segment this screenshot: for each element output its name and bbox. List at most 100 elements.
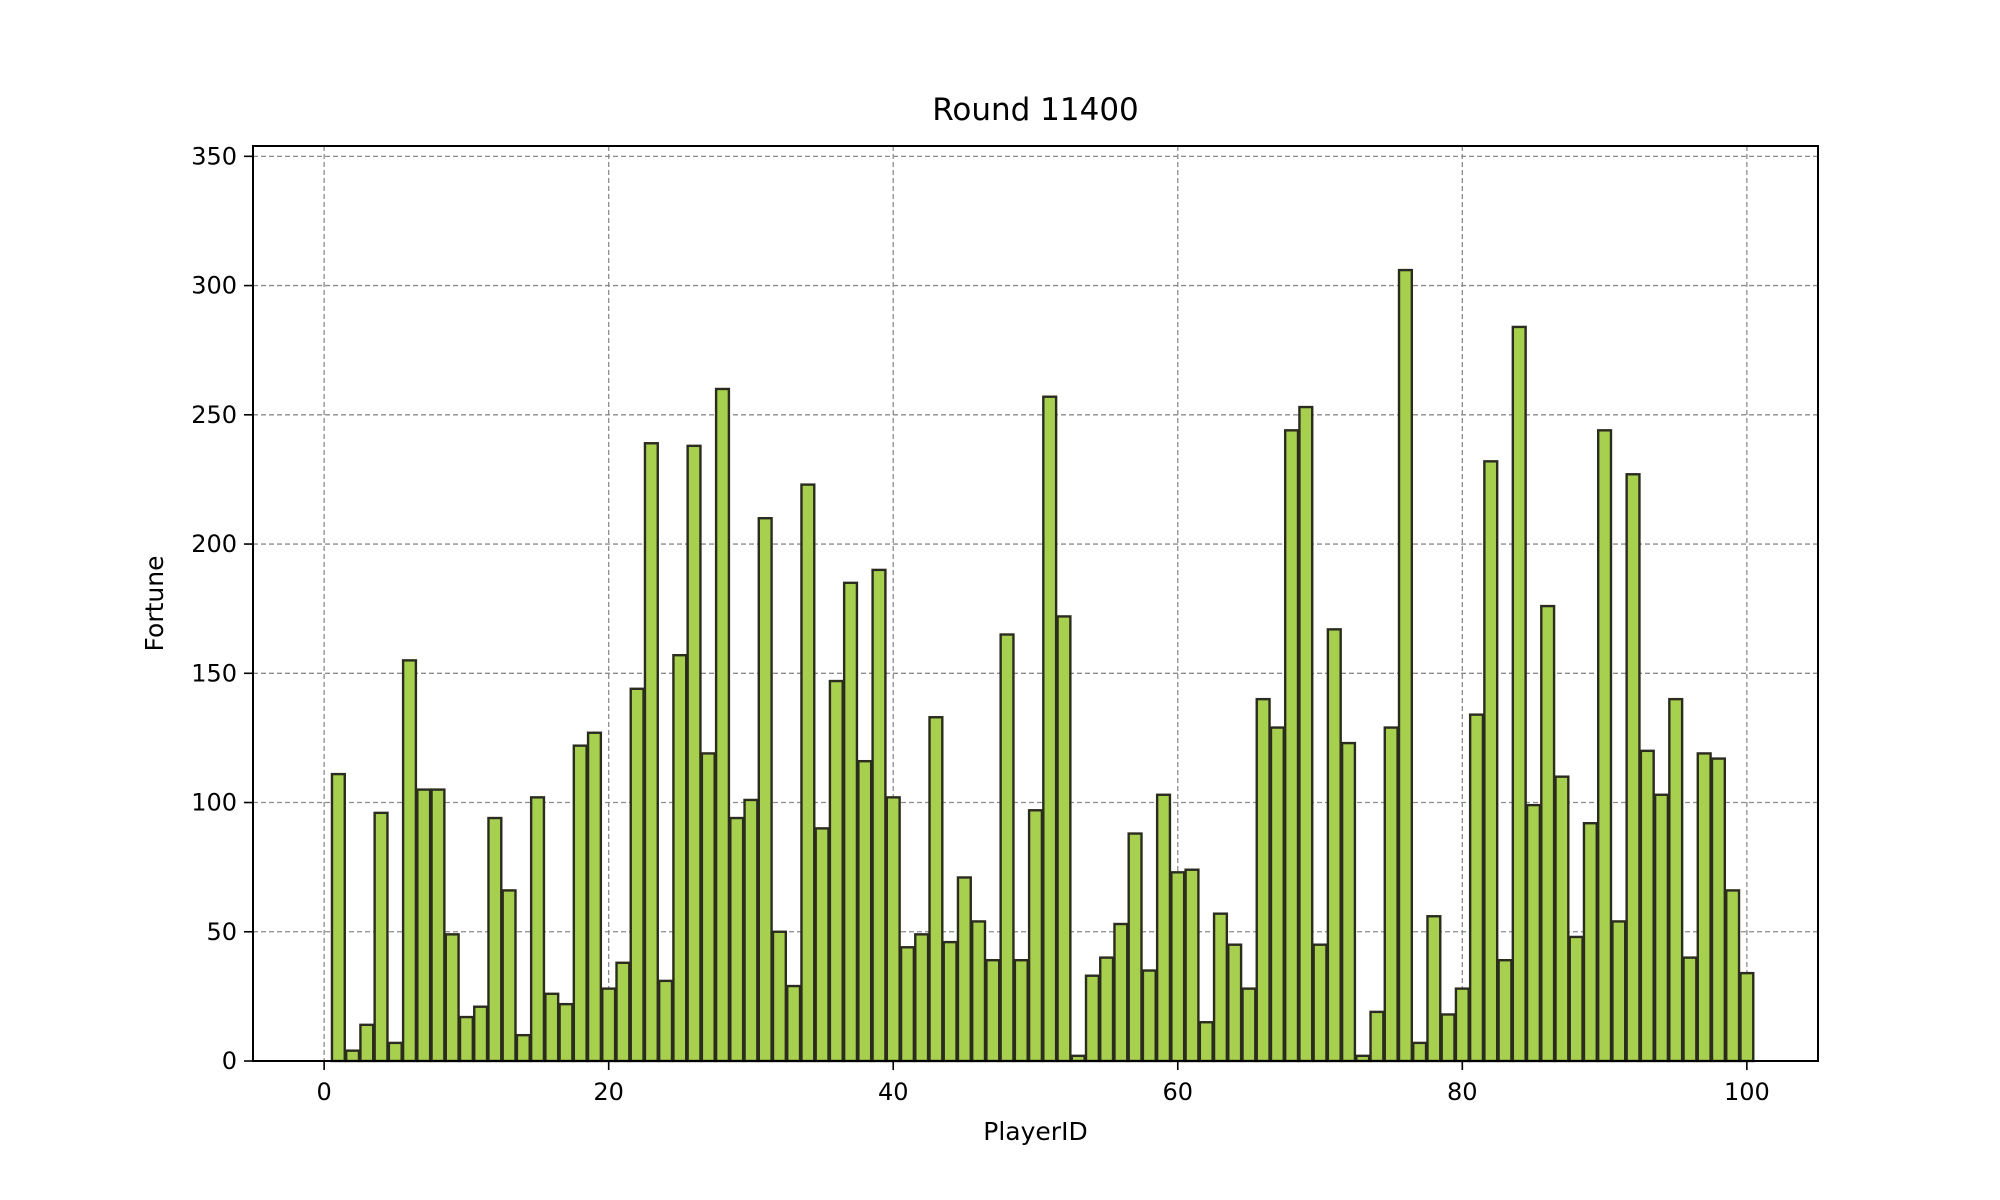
bar-player-40 — [885, 796, 901, 1063]
bar-player-68 — [1283, 429, 1300, 1063]
bar-player-93 — [1639, 749, 1655, 1063]
bar-player-69 — [1298, 405, 1314, 1063]
bar-player-29 — [729, 816, 745, 1063]
bar-player-64 — [1227, 943, 1243, 1063]
bar-player-85 — [1525, 803, 1542, 1063]
bar-player-34 — [800, 483, 816, 1063]
bar-player-88 — [1568, 935, 1584, 1063]
bar-player-22 — [629, 687, 645, 1063]
bar-player-49 — [1013, 958, 1029, 1063]
bar-player-1 — [330, 772, 346, 1063]
y-axis-label: Fortune — [140, 556, 169, 652]
bar-player-90 — [1596, 429, 1613, 1063]
bar-player-51 — [1042, 395, 1058, 1063]
bar-player-27 — [700, 752, 716, 1063]
bar-player-25 — [672, 653, 688, 1063]
bar-player-82 — [1483, 460, 1499, 1063]
bar-player-11 — [473, 1005, 489, 1063]
bar-player-86 — [1540, 604, 1556, 1063]
bar-player-2 — [344, 1049, 361, 1063]
bar-player-80 — [1454, 987, 1470, 1063]
bar-player-70 — [1312, 943, 1328, 1063]
bar-player-30 — [743, 798, 759, 1063]
bar-player-18 — [572, 744, 588, 1063]
bar-player-20 — [601, 987, 617, 1063]
bar-player-33 — [786, 984, 802, 1063]
bar-player-47 — [985, 958, 1001, 1063]
bar-player-24 — [657, 979, 674, 1063]
y-tick-label: 100 — [191, 789, 237, 817]
bar-player-43 — [928, 716, 944, 1063]
bar-player-6 — [401, 659, 418, 1063]
y-tick-label: 150 — [191, 659, 237, 687]
y-tick-label: 0 — [222, 1047, 237, 1075]
bar-player-7 — [416, 788, 432, 1063]
bar-player-58 — [1141, 969, 1157, 1063]
bar-player-48 — [999, 633, 1015, 1063]
bar-player-38 — [857, 759, 873, 1063]
bar-player-97 — [1696, 752, 1712, 1063]
bar-player-66 — [1255, 697, 1271, 1063]
bar-player-89 — [1582, 822, 1598, 1063]
bar-player-50 — [1027, 809, 1044, 1063]
plot-frame — [252, 145, 1819, 1062]
bar-player-46 — [970, 920, 987, 1063]
bar-player-94 — [1653, 793, 1670, 1063]
bar-player-65 — [1241, 987, 1257, 1063]
y-tick-label: 250 — [191, 401, 237, 429]
axis-ticks: 0 20 40 60 80 100 0 50 100 150 200 250 300 350 — [191, 142, 1770, 1106]
y-tick-label: 350 — [191, 142, 237, 170]
bar-player-75 — [1383, 726, 1399, 1063]
bar-player-52 — [1056, 615, 1072, 1063]
bar-player-19 — [586, 731, 603, 1063]
bar-player-61 — [1184, 868, 1200, 1063]
bar-player-44 — [942, 940, 958, 1063]
bar-player-83 — [1497, 958, 1513, 1063]
bar-player-74 — [1369, 1010, 1385, 1063]
chart-title: Round 11400 — [932, 92, 1139, 128]
bar-player-14 — [515, 1033, 531, 1063]
bar-player-72 — [1340, 741, 1357, 1063]
x-tick-label: 40 — [878, 1078, 909, 1106]
bar-player-60 — [1170, 871, 1186, 1063]
y-tick-label: 300 — [191, 272, 237, 300]
bar-player-91 — [1611, 920, 1627, 1063]
bar-player-95 — [1668, 697, 1684, 1063]
bar-player-17 — [558, 1002, 574, 1063]
bar-player-78 — [1426, 915, 1442, 1063]
bar-player-87 — [1554, 775, 1570, 1063]
bar-player-16 — [544, 992, 560, 1063]
bar-player-84 — [1511, 325, 1527, 1063]
bar-player-62 — [1198, 1021, 1214, 1063]
x-tick-label: 20 — [593, 1078, 624, 1106]
bar-player-98 — [1710, 757, 1727, 1063]
bar-player-8 — [430, 788, 446, 1063]
bar-player-54 — [1084, 974, 1101, 1063]
bars — [330, 268, 1755, 1063]
x-tick-label: 0 — [316, 1078, 331, 1106]
bar-player-55 — [1099, 956, 1115, 1063]
bar-player-32 — [771, 930, 788, 1063]
bar-player-100 — [1739, 971, 1755, 1063]
bar-player-67 — [1269, 726, 1285, 1063]
bar-player-39 — [871, 568, 887, 1063]
y-tick-label: 200 — [191, 530, 237, 558]
bar-player-79 — [1440, 1013, 1456, 1063]
bar-player-41 — [899, 946, 916, 1063]
bar-player-45 — [956, 876, 972, 1063]
bar-player-63 — [1212, 912, 1229, 1063]
x-tick-label: 60 — [1162, 1078, 1193, 1106]
bar-player-77 — [1412, 1041, 1428, 1063]
bar-player-3 — [359, 1023, 375, 1063]
bar-player-96 — [1682, 956, 1698, 1063]
x-tick-label: 80 — [1447, 1078, 1478, 1106]
bar-player-37 — [842, 581, 859, 1063]
bar-player-56 — [1113, 922, 1129, 1063]
bar-player-4 — [373, 811, 389, 1063]
y-tick-label: 50 — [206, 918, 237, 946]
bar-player-15 — [529, 796, 546, 1063]
bar-player-36 — [828, 679, 844, 1063]
bar-player-71 — [1326, 628, 1342, 1063]
bar-player-42 — [914, 933, 930, 1063]
